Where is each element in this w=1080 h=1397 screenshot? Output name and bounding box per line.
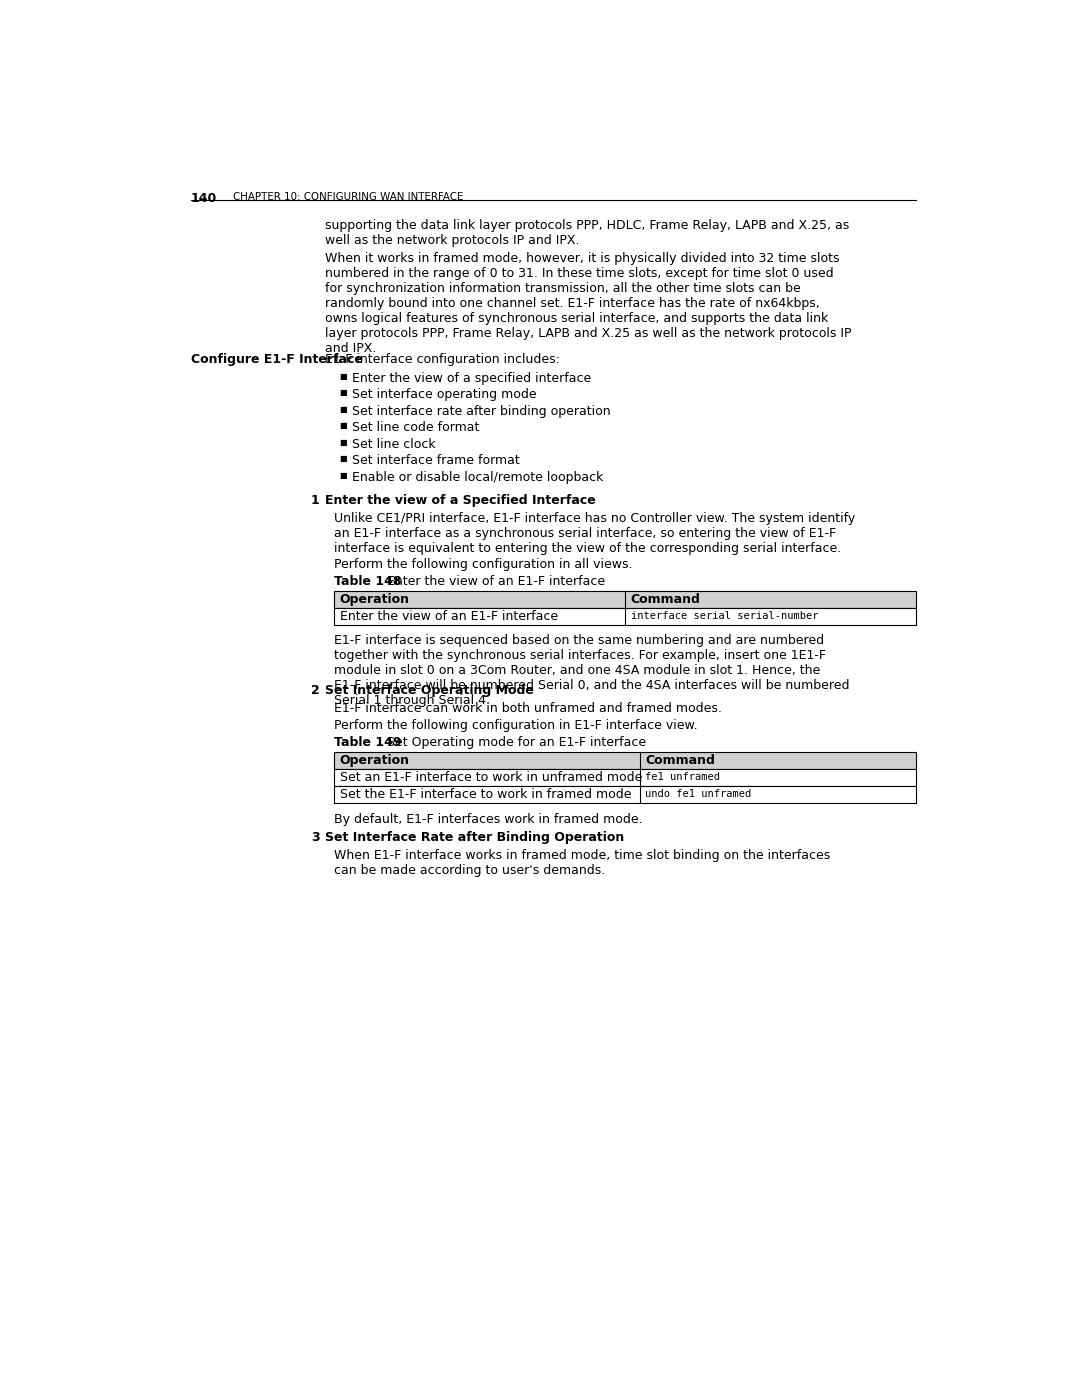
Text: Operation: Operation (339, 592, 409, 606)
Text: E1-F interface configuration includes:: E1-F interface configuration includes: (325, 353, 559, 366)
Text: Unlike CE1/PRI interface, E1-F interface has no Controller view. The system iden: Unlike CE1/PRI interface, E1-F interface… (334, 513, 855, 555)
Text: Set interface frame format: Set interface frame format (352, 454, 519, 468)
Text: Enter the view of a Specified Interface: Enter the view of a Specified Interface (325, 493, 596, 507)
Text: fe1 unframed: fe1 unframed (645, 773, 720, 782)
Bar (334, 785, 916, 802)
Text: When E1-F interface works in framed mode, time slot binding on the interfaces
ca: When E1-F interface works in framed mode… (334, 849, 831, 877)
Text: Enter the view of a specified interface: Enter the view of a specified interface (352, 372, 591, 384)
Bar (334, 591, 916, 608)
Text: Perform the following configuration in E1-F interface view.: Perform the following configuration in E… (334, 719, 698, 732)
Text: Command: Command (631, 592, 701, 606)
Bar (334, 608, 916, 624)
Text: Set the E1-F interface to work in framed mode: Set the E1-F interface to work in framed… (339, 788, 631, 800)
Text: ■: ■ (339, 437, 347, 447)
Text: When it works in framed mode, however, it is physically divided into 32 time slo: When it works in framed mode, however, i… (325, 251, 851, 355)
Text: Table 149: Table 149 (334, 736, 402, 749)
Text: Enter the view of an E1-F interface: Enter the view of an E1-F interface (339, 609, 557, 623)
Text: ■: ■ (339, 454, 347, 464)
Text: Table 148: Table 148 (334, 576, 402, 588)
Text: Configure E1-F Interface: Configure E1-F Interface (191, 353, 363, 366)
Text: Set interface rate after binding operation: Set interface rate after binding operati… (352, 405, 610, 418)
Text: ■: ■ (339, 471, 347, 481)
Text: 2: 2 (311, 685, 320, 697)
Text: Set an E1-F interface to work in unframed mode: Set an E1-F interface to work in unframe… (339, 771, 642, 784)
Text: ■: ■ (339, 422, 347, 430)
Text: Perform the following configuration in all views.: Perform the following configuration in a… (334, 559, 633, 571)
Bar (334, 752, 916, 768)
Text: E1-F interface is sequenced based on the same numbering and are numbered
togethe: E1-F interface is sequenced based on the… (334, 634, 850, 707)
Text: ■: ■ (339, 388, 347, 397)
Text: Set Operating mode for an E1-F interface: Set Operating mode for an E1-F interface (379, 736, 646, 749)
Text: interface serial serial-number: interface serial serial-number (631, 610, 819, 622)
Text: Operation: Operation (339, 753, 409, 767)
Text: 3: 3 (311, 831, 320, 844)
Text: Enter the view of an E1-F interface: Enter the view of an E1-F interface (379, 576, 605, 588)
Text: ■: ■ (339, 405, 347, 414)
Text: CHAPTER 10: CONFIGURING WAN INTERFACE: CHAPTER 10: CONFIGURING WAN INTERFACE (233, 193, 463, 203)
Text: 140: 140 (191, 193, 217, 205)
Text: By default, E1-F interfaces work in framed mode.: By default, E1-F interfaces work in fram… (334, 813, 643, 826)
Text: Set Interface Operating Mode: Set Interface Operating Mode (325, 685, 534, 697)
Text: E1-F interface can work in both unframed and framed modes.: E1-F interface can work in both unframed… (334, 703, 723, 715)
Text: Set line code format: Set line code format (352, 422, 480, 434)
Text: 1: 1 (311, 493, 320, 507)
Text: supporting the data link layer protocols PPP, HDLC, Frame Relay, LAPB and X.25, : supporting the data link layer protocols… (325, 219, 849, 247)
Text: Set Interface Rate after Binding Operation: Set Interface Rate after Binding Operati… (325, 831, 624, 844)
Text: Enable or disable local/remote loopback: Enable or disable local/remote loopback (352, 471, 604, 483)
Text: Command: Command (645, 753, 715, 767)
Text: Set interface operating mode: Set interface operating mode (352, 388, 537, 401)
Text: ■: ■ (339, 372, 347, 381)
Text: Set line clock: Set line clock (352, 437, 435, 451)
Text: undo fe1 unframed: undo fe1 unframed (645, 789, 752, 799)
Bar (334, 768, 916, 785)
